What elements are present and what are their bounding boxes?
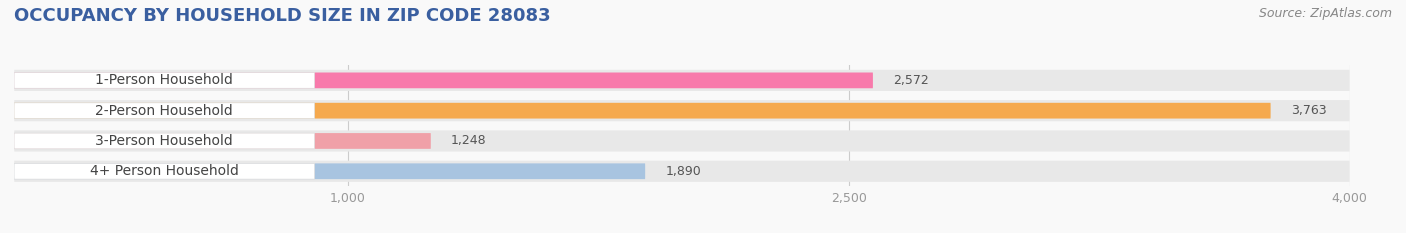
FancyBboxPatch shape bbox=[14, 163, 645, 179]
Text: Source: ZipAtlas.com: Source: ZipAtlas.com bbox=[1258, 7, 1392, 20]
FancyBboxPatch shape bbox=[14, 103, 1271, 119]
Text: 2-Person Household: 2-Person Household bbox=[96, 104, 233, 118]
FancyBboxPatch shape bbox=[14, 130, 1350, 152]
Text: 3-Person Household: 3-Person Household bbox=[96, 134, 233, 148]
Text: 1,248: 1,248 bbox=[451, 134, 486, 147]
Text: 1,890: 1,890 bbox=[665, 165, 702, 178]
Text: 4+ Person Household: 4+ Person Household bbox=[90, 164, 239, 178]
Text: OCCUPANCY BY HOUSEHOLD SIZE IN ZIP CODE 28083: OCCUPANCY BY HOUSEHOLD SIZE IN ZIP CODE … bbox=[14, 7, 551, 25]
FancyBboxPatch shape bbox=[14, 161, 1350, 182]
FancyBboxPatch shape bbox=[14, 70, 1350, 91]
Text: 3,763: 3,763 bbox=[1291, 104, 1326, 117]
FancyBboxPatch shape bbox=[14, 100, 1350, 121]
FancyBboxPatch shape bbox=[14, 133, 315, 149]
FancyBboxPatch shape bbox=[14, 163, 315, 179]
FancyBboxPatch shape bbox=[14, 72, 315, 88]
FancyBboxPatch shape bbox=[14, 103, 315, 119]
FancyBboxPatch shape bbox=[14, 72, 873, 88]
Text: 1-Person Household: 1-Person Household bbox=[96, 73, 233, 87]
FancyBboxPatch shape bbox=[14, 133, 430, 149]
Text: 2,572: 2,572 bbox=[893, 74, 929, 87]
